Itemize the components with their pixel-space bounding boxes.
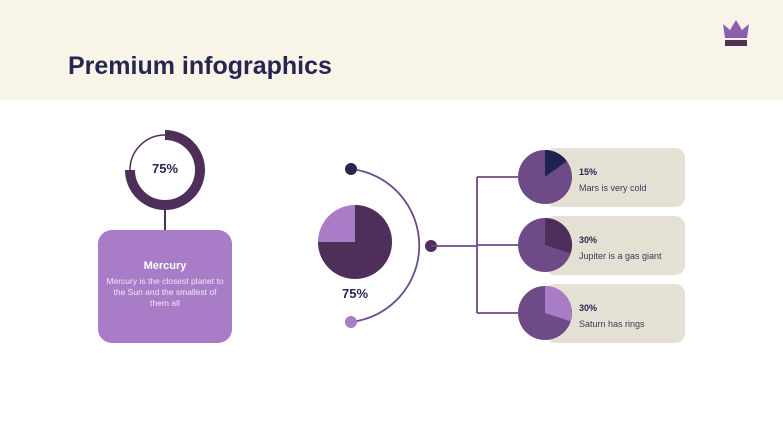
semicircle-arc xyxy=(350,168,421,323)
crown-icon xyxy=(723,20,749,46)
center-pie-slice xyxy=(318,205,392,279)
info-text: Mars is very cold xyxy=(579,183,647,193)
info-text: Saturn has rings xyxy=(579,319,645,329)
donut-value: 75% xyxy=(151,161,179,176)
info-percent: 15% xyxy=(579,167,598,177)
mercury-card: Mercury Mercury is the closest planet to… xyxy=(98,230,232,343)
header-band xyxy=(0,0,783,100)
mercury-title: Mercury xyxy=(143,260,187,272)
arc-end-dot xyxy=(345,316,357,328)
mercury-text: Mercury is the closest planet to the Sun… xyxy=(106,276,224,308)
item-pie-slice xyxy=(545,218,572,254)
page-title: Premium infographics xyxy=(68,52,332,80)
item-pie-slice xyxy=(545,286,572,322)
center-pie-value: 75% xyxy=(341,286,369,301)
item-pie-slice xyxy=(545,150,567,177)
info-text: Jupiter is a gas giant xyxy=(579,251,662,261)
donut-progress-arc xyxy=(125,130,205,210)
arc-start-dot xyxy=(345,163,357,175)
info-percent: 30% xyxy=(579,303,598,313)
info-percent: 30% xyxy=(579,235,598,245)
branch-lines xyxy=(431,176,520,314)
